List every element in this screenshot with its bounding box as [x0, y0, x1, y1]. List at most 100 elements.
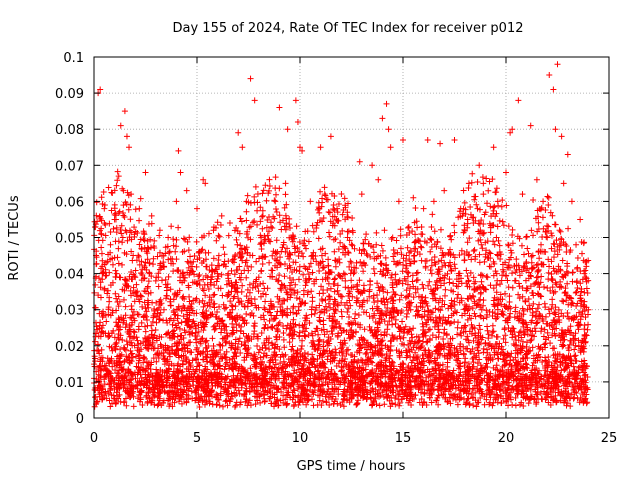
data-point [113, 323, 120, 330]
data-point [527, 283, 534, 290]
data-point [519, 293, 526, 300]
data-point [416, 399, 423, 406]
data-point [397, 232, 404, 239]
data-point [535, 315, 542, 322]
data-point [128, 303, 135, 310]
data-point [549, 296, 556, 303]
data-point [130, 308, 137, 315]
data-point [584, 326, 591, 333]
data-point [164, 389, 171, 396]
data-point [275, 321, 282, 328]
data-point [258, 293, 265, 300]
data-point [244, 263, 251, 270]
data-point [477, 290, 484, 297]
data-point [428, 256, 435, 263]
data-point [479, 272, 486, 279]
data-point [335, 201, 342, 208]
data-point [156, 232, 163, 239]
data-point [243, 208, 250, 215]
data-point [381, 401, 388, 408]
data-point [259, 190, 266, 197]
data-point [102, 232, 109, 239]
data-point [525, 400, 532, 407]
data-point [552, 304, 559, 311]
data-point [574, 264, 581, 271]
data-point [190, 382, 197, 389]
data-point [433, 334, 440, 341]
data-point [400, 334, 407, 341]
data-point [308, 311, 315, 318]
data-point [476, 259, 483, 266]
data-point [454, 401, 461, 408]
data-point [322, 393, 329, 400]
data-point [410, 325, 417, 332]
data-point [524, 245, 531, 252]
data-point [300, 253, 307, 260]
data-point [223, 281, 230, 288]
data-point [405, 224, 412, 231]
data-point [132, 267, 139, 274]
data-point [503, 202, 510, 209]
data-point [210, 255, 217, 262]
data-point [259, 225, 266, 232]
data-point [363, 231, 370, 238]
data-point [277, 354, 284, 361]
data-point [473, 403, 480, 410]
data-point [472, 389, 479, 396]
data-point [300, 271, 307, 278]
data-point [145, 278, 152, 285]
data-point [320, 321, 327, 328]
data-point [259, 213, 266, 220]
data-point [219, 317, 226, 324]
data-point [486, 249, 493, 256]
data-point [483, 175, 490, 182]
data-point [139, 401, 146, 408]
data-point [418, 396, 425, 403]
data-point [247, 365, 254, 372]
data-point [340, 270, 347, 277]
data-point [216, 303, 223, 310]
data-point [542, 207, 549, 214]
data-point [582, 267, 589, 274]
data-point [154, 253, 161, 260]
data-point [371, 270, 378, 277]
data-point [419, 320, 426, 327]
data-point [482, 239, 489, 246]
data-point [382, 254, 389, 261]
data-point [337, 239, 344, 246]
data-point [361, 326, 368, 333]
data-point [103, 318, 110, 325]
data-point [420, 285, 427, 292]
data-point [320, 290, 327, 297]
data-point [516, 295, 523, 302]
data-point [422, 258, 429, 265]
data-point [495, 252, 502, 259]
data-point [427, 235, 434, 242]
data-point [550, 265, 557, 272]
data-point [458, 332, 465, 339]
data-point [491, 241, 498, 248]
data-point [260, 290, 267, 297]
data-point [412, 312, 419, 319]
data-point [334, 282, 341, 289]
data-point [113, 182, 120, 189]
data-point [530, 300, 537, 307]
data-point [553, 281, 560, 288]
data-point [473, 201, 480, 208]
data-point [231, 403, 238, 410]
data-point [203, 256, 210, 263]
data-point [391, 258, 398, 265]
data-point [446, 394, 453, 401]
data-point [377, 252, 384, 259]
data-point [542, 313, 549, 320]
data-point [290, 347, 297, 354]
data-point [480, 297, 487, 304]
data-point [567, 323, 574, 330]
data-point [347, 258, 354, 265]
data-point [512, 402, 519, 409]
data-point [502, 339, 509, 346]
data-point [182, 236, 189, 243]
data-point [170, 307, 177, 314]
data-point [219, 292, 226, 299]
